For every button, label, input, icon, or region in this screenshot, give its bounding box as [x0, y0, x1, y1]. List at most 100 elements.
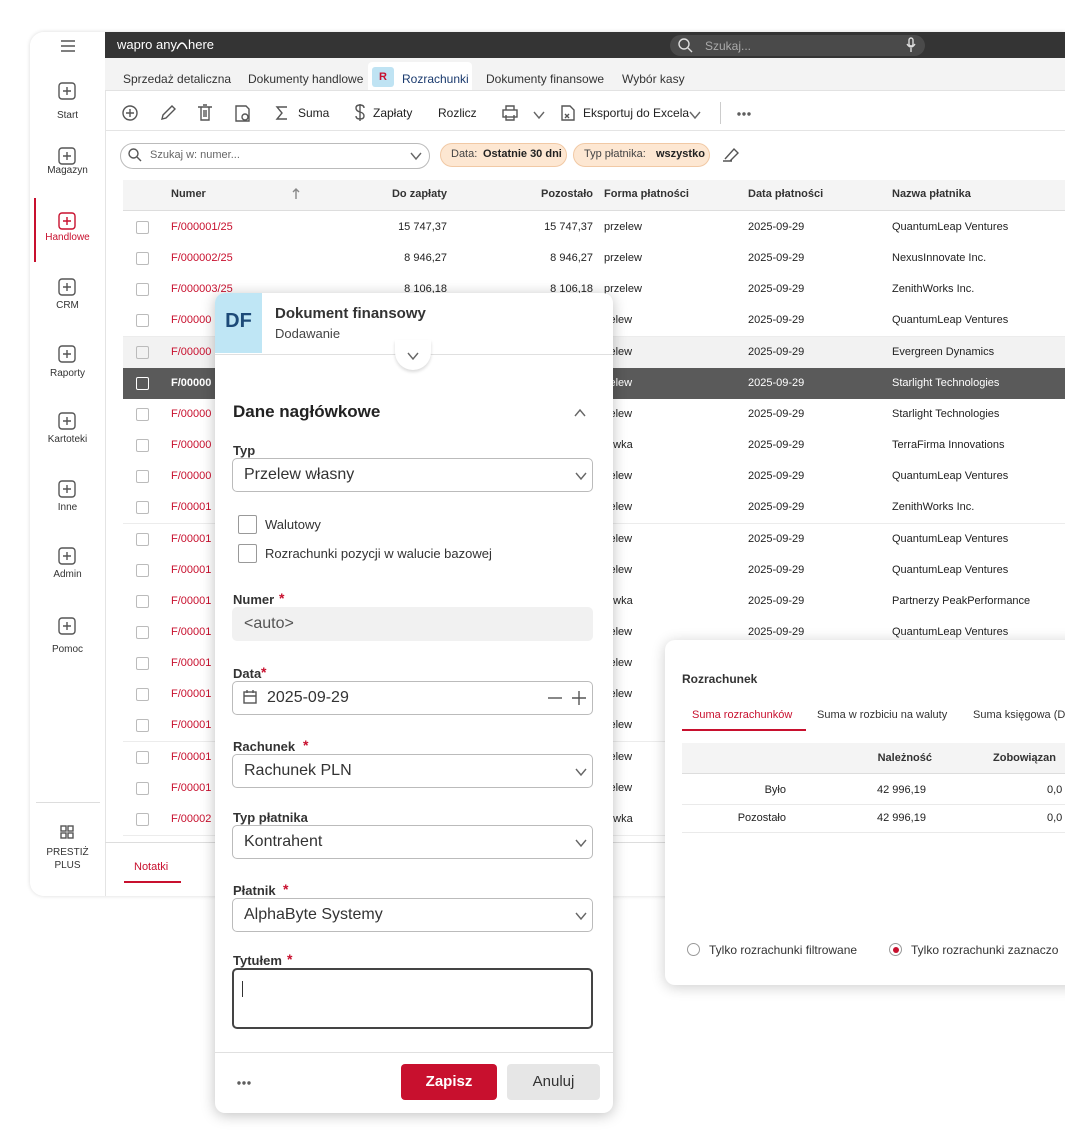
chevron-icon[interactable]: [575, 768, 587, 777]
row-checkbox[interactable]: [136, 594, 149, 608]
filter-chip[interactable]: [440, 143, 567, 167]
row-checkbox[interactable]: [136, 283, 149, 297]
document-icon[interactable]: [235, 105, 251, 122]
decrement-icon[interactable]: [548, 697, 562, 699]
panel-tab[interactable]: Suma księgowa (D: [973, 709, 1065, 721]
filter-search[interactable]: [120, 143, 430, 169]
radio[interactable]: [687, 943, 700, 956]
excel-icon[interactable]: [560, 105, 575, 121]
toolbar-button[interactable]: Suma: [298, 106, 330, 120]
column-header[interactable]: Do zapłaty: [391, 188, 447, 200]
nav-label[interactable]: Magazyn: [47, 165, 88, 176]
more-icon[interactable]: [237, 1081, 251, 1085]
search-box[interactable]: [670, 35, 925, 56]
row-checkbox[interactable]: [136, 563, 149, 577]
row-checkbox[interactable]: [136, 812, 149, 826]
row-checkbox[interactable]: [136, 750, 149, 764]
filter-chip[interactable]: [573, 143, 710, 167]
nav-icon[interactable]: [58, 412, 76, 430]
row-checkbox[interactable]: [136, 688, 149, 702]
sort-icon[interactable]: [292, 188, 300, 199]
dollar-icon[interactable]: [355, 104, 365, 121]
checkbox[interactable]: [238, 515, 257, 534]
nav-icon[interactable]: [58, 147, 76, 165]
menu-icon[interactable]: [61, 40, 75, 52]
bottom-tab[interactable]: Notatki: [134, 861, 169, 873]
chevron-icon[interactable]: [533, 111, 545, 120]
search-placeholder[interactable]: Szukaj...: [705, 39, 752, 53]
column-header[interactable]: Data płatności: [748, 188, 824, 200]
field-select[interactable]: [232, 898, 593, 932]
row-checkbox[interactable]: [136, 470, 149, 484]
radio-label[interactable]: Tylko rozrachunki filtrowane: [709, 943, 858, 957]
tab[interactable]: Sprzedaż detaliczna: [123, 72, 232, 86]
tab[interactable]: Dokumenty finansowe: [486, 72, 605, 86]
delete-icon[interactable]: [198, 104, 212, 121]
row-checkbox[interactable]: [136, 781, 149, 795]
nav-label[interactable]: CRM: [56, 300, 79, 311]
nav-icon[interactable]: [58, 547, 76, 565]
chevron-icon[interactable]: [574, 408, 586, 417]
add-icon[interactable]: [122, 105, 138, 121]
toolbar-button[interactable]: Zapłaty: [373, 106, 413, 120]
row-checkbox[interactable]: [136, 376, 149, 390]
row-checkbox[interactable]: [136, 657, 149, 671]
nav-label[interactable]: Admin: [53, 569, 82, 580]
nav-label[interactable]: Handlowe: [45, 232, 90, 243]
nav-icon[interactable]: [58, 278, 76, 296]
nav-label[interactable]: Start: [56, 110, 79, 121]
column-header[interactable]: Nazwa płatnika: [892, 188, 971, 200]
filter-placeholder[interactable]: Szukaj w: numer...: [150, 149, 240, 161]
edit-icon[interactable]: [160, 105, 176, 121]
table-row[interactable]: [123, 212, 1065, 244]
row-checkbox[interactable]: [136, 252, 149, 266]
table-row[interactable]: [123, 243, 1065, 276]
nav-icon[interactable]: [58, 480, 76, 498]
row-checkbox[interactable]: [136, 532, 149, 546]
nav-icon[interactable]: [58, 617, 76, 635]
radio[interactable]: [889, 943, 902, 956]
row-checkbox[interactable]: [136, 345, 149, 359]
clear-filter-icon[interactable]: [722, 147, 740, 162]
field-select[interactable]: [232, 458, 593, 492]
row-checkbox[interactable]: [136, 407, 149, 421]
tab[interactable]: Dokumenty handlowe: [248, 72, 364, 86]
cancel-button[interactable]: Anuluj: [507, 1064, 600, 1100]
more-icon[interactable]: [737, 112, 751, 116]
chevron-icon[interactable]: [407, 352, 419, 361]
column-header[interactable]: Pozostało: [541, 188, 593, 200]
calendar-icon[interactable]: [243, 690, 257, 704]
collapse-button[interactable]: [395, 340, 431, 370]
checkbox[interactable]: [238, 544, 257, 563]
tab[interactable]: Wybór kasy: [622, 72, 685, 86]
row-checkbox[interactable]: [136, 625, 149, 639]
row-checkbox[interactable]: [136, 439, 149, 453]
checkbox-label[interactable]: Rozrachunki pozycji w walucie bazowej: [265, 546, 492, 561]
chevron-icon[interactable]: [575, 472, 587, 481]
chevron-icon[interactable]: [575, 839, 587, 848]
chevron-icon[interactable]: [689, 111, 701, 120]
radio-label[interactable]: Tylko rozrachunki zaznaczo: [911, 943, 1059, 957]
field-select[interactable]: [232, 825, 593, 859]
row-checkbox[interactable]: [136, 719, 149, 733]
row-checkbox[interactable]: [136, 221, 149, 234]
row-checkbox[interactable]: [136, 501, 149, 515]
checkbox-label[interactable]: Walutowy: [265, 517, 321, 532]
nav-icon[interactable]: [58, 212, 76, 230]
field-date[interactable]: [232, 681, 593, 715]
sum-icon[interactable]: [275, 106, 288, 120]
nav-label[interactable]: Pomoc: [51, 644, 84, 655]
field-textarea[interactable]: [232, 968, 593, 1029]
print-icon[interactable]: [502, 105, 518, 121]
toolbar-button[interactable]: Eksportuj do Excela: [583, 106, 690, 120]
column-header[interactable]: Numer: [171, 188, 206, 200]
toolbar-button[interactable]: Rozlicz: [438, 106, 477, 120]
nav-icon[interactable]: [58, 82, 76, 100]
column-header[interactable]: Forma płatności: [604, 188, 689, 200]
increment-icon[interactable]: [572, 691, 586, 705]
field-select[interactable]: [232, 754, 593, 788]
save-button[interactable]: Zapisz: [401, 1064, 497, 1100]
nav-label[interactable]: Inne: [57, 502, 78, 513]
nav-label[interactable]: Raporty: [49, 368, 85, 379]
nav-icon[interactable]: [58, 345, 76, 363]
